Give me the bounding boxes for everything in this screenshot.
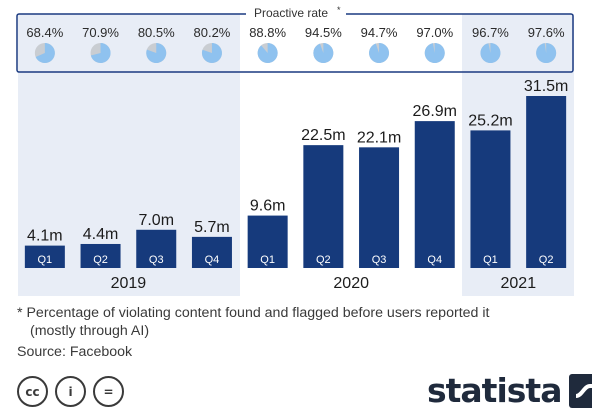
proactive-rate-pie-slice xyxy=(90,43,111,64)
bar xyxy=(80,243,121,268)
quarter-label: Q2 xyxy=(93,254,108,266)
proactive-rate-value: 88.8% xyxy=(249,25,286,40)
chart: Proactive rate * 68.4% 70.9% 80.5% 80.2% 88.8%… xyxy=(16,5,574,296)
year-label: 2020 xyxy=(333,275,369,292)
bar-value-label: 22.5m xyxy=(301,127,345,144)
quarter-label: Q1 xyxy=(483,254,498,266)
license-icons: cc i = xyxy=(17,376,124,407)
quarter-label: Q3 xyxy=(372,254,387,266)
bar-value-label: 25.2m xyxy=(468,112,512,129)
proactive-rate-pie-slice xyxy=(369,43,390,64)
proactive-rate-value: 94.5% xyxy=(305,25,342,40)
proactive-rate-pie-slice xyxy=(35,43,55,63)
bar xyxy=(526,96,567,268)
proactive-rate-value: 80.5% xyxy=(138,25,175,40)
bar-value-label: 31.5m xyxy=(524,78,568,95)
proactive-rate-value: 96.7% xyxy=(472,25,509,40)
bar xyxy=(24,245,65,268)
proactive-rate-value: 94.7% xyxy=(361,25,398,40)
footnote-line-1: * Percentage of violating content found … xyxy=(17,305,490,321)
proactive-rate-header: Proactive rate xyxy=(254,6,328,20)
proactive-rate-pie-slice xyxy=(536,43,557,63)
quarter-label: Q4 xyxy=(205,254,220,266)
attribution-icon[interactable]: i xyxy=(55,376,86,407)
proactive-rate-value: 80.2% xyxy=(194,25,231,40)
bar xyxy=(247,215,288,268)
footnote-line-2: (mostly through AI) xyxy=(30,323,150,339)
creative-commons-icon[interactable]: cc xyxy=(17,376,48,407)
year-label: 2021 xyxy=(501,275,537,292)
proactive-rate-value: 97.0% xyxy=(416,25,453,40)
year-label: 2019 xyxy=(111,275,147,292)
bar-value-label: 4.4m xyxy=(83,226,119,243)
proactive-rate-asterisk: * xyxy=(337,5,341,15)
bar xyxy=(191,236,232,268)
no-derivatives-icon[interactable]: = xyxy=(93,376,124,407)
proactive-rate-value: 70.9% xyxy=(82,25,119,40)
bar xyxy=(359,147,400,268)
proactive-rate-pie-slice xyxy=(424,43,445,63)
quarter-label: Q1 xyxy=(38,254,53,266)
bar xyxy=(470,130,511,268)
bar-value-label: 22.1m xyxy=(357,129,401,146)
bar-value-label: 9.6m xyxy=(250,198,286,215)
quarter-label: Q2 xyxy=(539,254,554,266)
proactive-rate-value: 97.6% xyxy=(528,25,565,40)
proactive-rate-pie-slice xyxy=(480,43,501,64)
bar-value-label: 26.9m xyxy=(413,103,457,120)
proactive-rate-pie-slice xyxy=(257,42,278,63)
bar xyxy=(136,229,177,268)
bar-value-label: 5.7m xyxy=(194,219,230,236)
proactive-rate-label-backing xyxy=(246,6,346,20)
bar xyxy=(303,145,344,268)
quarter-label: Q3 xyxy=(149,254,164,266)
bar-value-label: 7.0m xyxy=(138,212,174,229)
statista-wordmark: statista xyxy=(427,371,562,410)
quarter-label: Q1 xyxy=(260,254,275,266)
proactive-rate-pie-slice xyxy=(201,43,222,63)
proactive-rate-pie-slice xyxy=(146,43,167,64)
source-note: Source: Facebook xyxy=(17,344,133,360)
quarter-label: Q4 xyxy=(427,254,442,266)
proactive-rate-pie-slice xyxy=(313,43,334,63)
statista-logo[interactable]: statista xyxy=(427,371,592,410)
bar xyxy=(414,121,455,268)
bar-value-label: 4.1m xyxy=(27,228,63,245)
statista-mark-icon xyxy=(569,373,592,408)
quarter-label: Q2 xyxy=(316,254,331,266)
proactive-rate-value: 68.4% xyxy=(26,25,63,40)
